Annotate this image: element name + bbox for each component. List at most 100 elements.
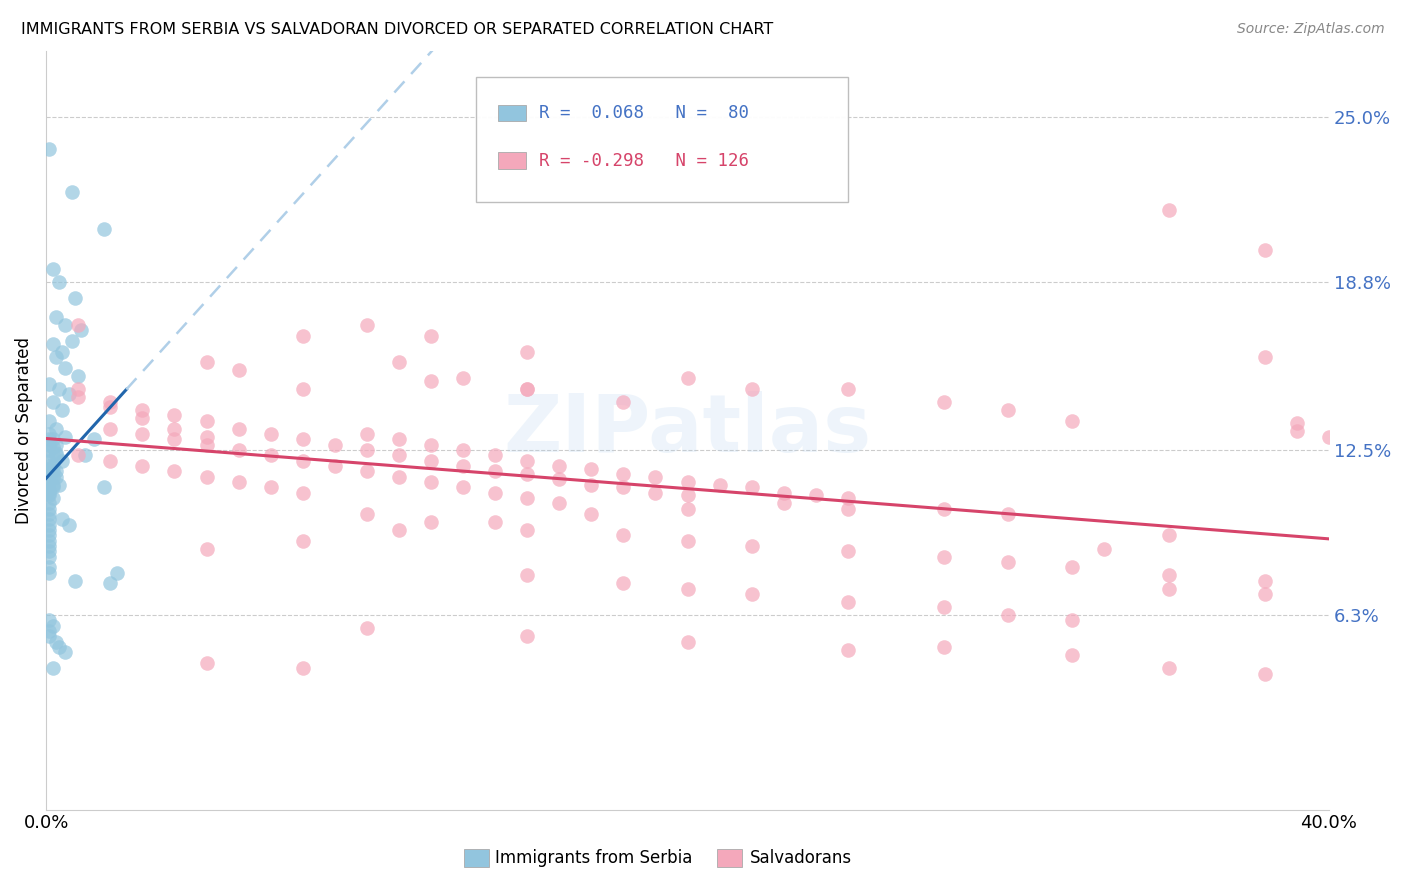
Point	[420, 328, 443, 343]
Point	[676, 488, 699, 502]
Point	[644, 485, 666, 500]
Point	[676, 533, 699, 548]
Point	[451, 371, 474, 385]
Point	[38, 523, 60, 537]
Text: R =  0.068   N =  80: R = 0.068 N = 80	[538, 103, 749, 122]
Point	[581, 477, 603, 491]
Point	[41, 449, 63, 463]
Point	[131, 403, 153, 417]
Text: Source: ZipAtlas.com: Source: ZipAtlas.com	[1237, 22, 1385, 37]
Point	[38, 512, 60, 526]
Point	[1254, 666, 1277, 681]
Text: Salvadorans: Salvadorans	[749, 849, 852, 867]
Point	[41, 441, 63, 455]
Point	[55, 318, 77, 332]
Point	[291, 433, 314, 447]
Point	[516, 344, 538, 359]
Point	[612, 480, 634, 494]
Point	[41, 464, 63, 478]
Point	[195, 430, 218, 444]
Point	[484, 515, 506, 529]
Point	[51, 454, 73, 468]
Point	[1157, 582, 1180, 596]
Point	[356, 318, 378, 332]
Point	[516, 568, 538, 582]
Point	[837, 491, 859, 505]
Point	[516, 382, 538, 396]
Point	[195, 541, 218, 556]
Point	[195, 414, 218, 428]
Point	[195, 656, 218, 670]
Point	[38, 517, 60, 532]
Point	[63, 291, 86, 305]
Point	[548, 472, 571, 486]
Point	[388, 523, 411, 537]
Point	[548, 458, 571, 473]
Point	[38, 461, 60, 475]
Point	[1157, 568, 1180, 582]
Point	[837, 595, 859, 609]
Point	[228, 363, 250, 377]
Point	[741, 539, 763, 553]
Point	[484, 485, 506, 500]
Point	[644, 469, 666, 483]
Point	[420, 475, 443, 489]
Point	[932, 395, 955, 409]
Point	[356, 443, 378, 458]
Point	[38, 488, 60, 502]
Point	[98, 401, 121, 415]
Bar	[498, 153, 526, 169]
Point	[58, 387, 80, 401]
Point	[388, 449, 411, 463]
Point	[45, 469, 67, 483]
Point	[45, 422, 67, 436]
Point	[772, 496, 794, 510]
Point	[388, 355, 411, 369]
Point	[38, 142, 60, 156]
Point	[356, 464, 378, 478]
Point	[323, 458, 346, 473]
Point	[38, 433, 60, 447]
Y-axis label: Divorced or Separated: Divorced or Separated	[15, 336, 32, 524]
Point	[45, 350, 67, 364]
Point	[45, 310, 67, 324]
Point	[38, 528, 60, 542]
Point	[612, 528, 634, 542]
Point	[1062, 614, 1084, 628]
Point	[356, 427, 378, 442]
Point	[51, 344, 73, 359]
Point	[260, 427, 283, 442]
Point	[38, 427, 60, 442]
Point	[45, 634, 67, 648]
Point	[38, 496, 60, 510]
Point	[741, 587, 763, 601]
Point	[98, 454, 121, 468]
Point	[131, 458, 153, 473]
Point	[997, 555, 1019, 569]
Point	[51, 512, 73, 526]
Point	[38, 549, 60, 564]
Point	[38, 539, 60, 553]
Point	[48, 477, 70, 491]
Point	[837, 501, 859, 516]
Text: R = -0.298   N = 126: R = -0.298 N = 126	[538, 152, 749, 169]
Point	[163, 464, 186, 478]
Point	[516, 382, 538, 396]
Point	[195, 469, 218, 483]
Point	[38, 472, 60, 486]
Point	[1254, 244, 1277, 258]
Point	[45, 449, 67, 463]
Point	[98, 422, 121, 436]
Point	[1157, 528, 1180, 542]
Point	[55, 430, 77, 444]
Point	[38, 443, 60, 458]
Point	[105, 566, 128, 580]
Point	[741, 382, 763, 396]
Point	[41, 469, 63, 483]
Point	[83, 433, 105, 447]
Point	[581, 507, 603, 521]
Point	[997, 507, 1019, 521]
Point	[420, 438, 443, 452]
Text: Immigrants from Serbia: Immigrants from Serbia	[495, 849, 692, 867]
Point	[388, 469, 411, 483]
